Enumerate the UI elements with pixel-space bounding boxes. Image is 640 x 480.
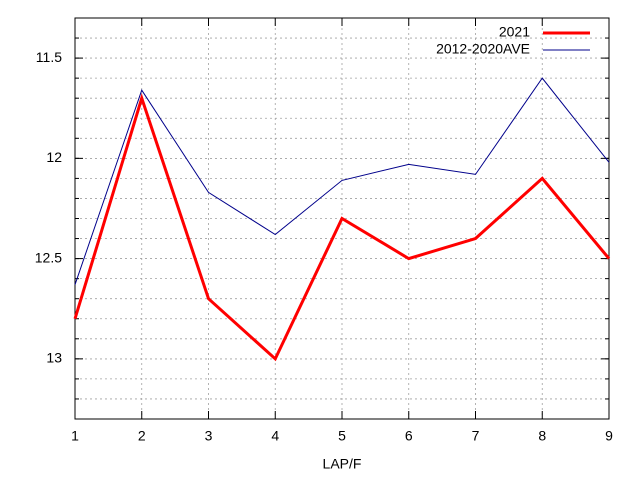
series-line (73, 93, 611, 362)
x-tick-label: 3 (205, 428, 213, 444)
x-tick-label: 6 (405, 428, 413, 444)
legend-label: 2012-2020AVE (436, 41, 530, 57)
x-tick-label: 8 (538, 428, 546, 444)
x-tick-label: 4 (271, 428, 279, 444)
x-tick-label: 9 (605, 428, 613, 444)
x-tick-label: 7 (472, 428, 480, 444)
y-tick-label: 13 (46, 350, 62, 366)
plot-frame (74, 17, 610, 420)
y-tick-label: 12 (46, 149, 62, 165)
x-tick-label: 2 (138, 428, 146, 444)
x-axis-label: LAP/F (323, 456, 362, 472)
y-tick-label: 12.5 (35, 249, 62, 265)
y-tick-label: 11.5 (36, 49, 62, 65)
series-line (74, 77, 610, 285)
legend-label: 2021 (499, 24, 530, 40)
x-tick-label: 1 (71, 428, 79, 444)
x-tick-label: 5 (338, 428, 346, 444)
